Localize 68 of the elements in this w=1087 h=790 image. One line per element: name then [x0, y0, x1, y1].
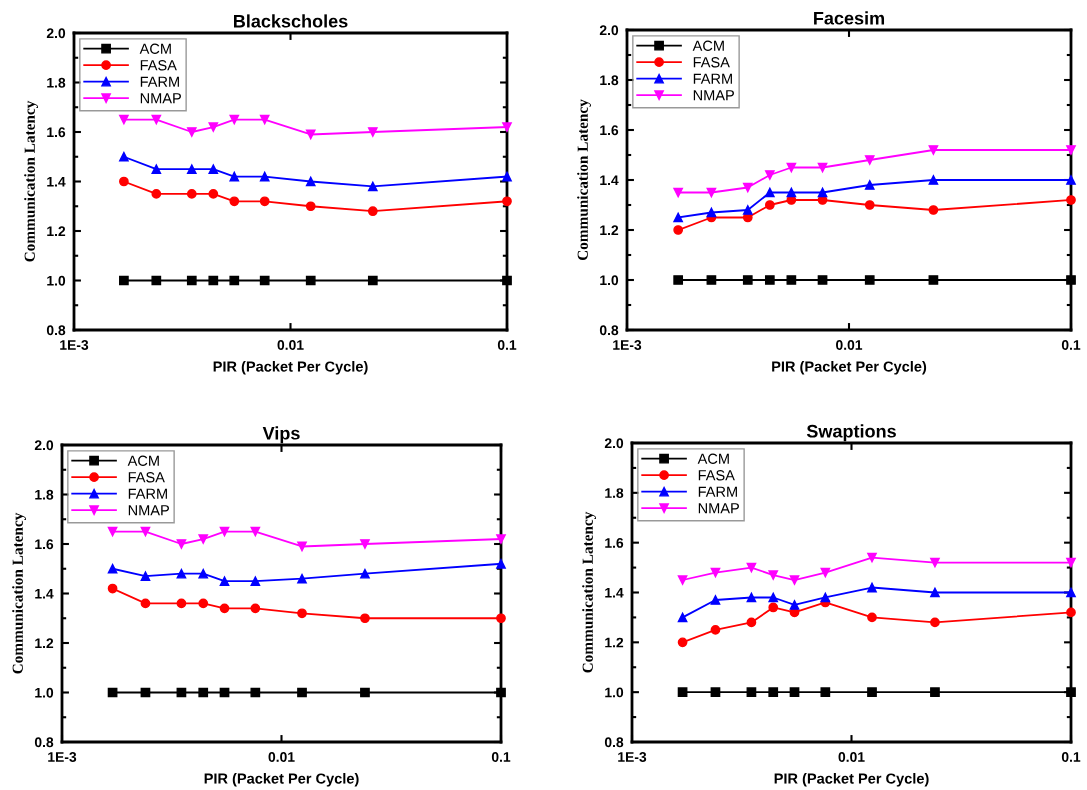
y-tick-label: 1.2 — [35, 638, 54, 649]
x-tick-label: 1E-3 — [60, 340, 89, 350]
legend-label: FASA — [140, 60, 177, 71]
y-tick-label: 1.2 — [605, 637, 624, 648]
legend-label: NMAP — [693, 90, 734, 101]
y-tick-label: 1.6 — [600, 125, 619, 136]
y-tick-label: 2.0 — [34, 440, 54, 451]
y-tick-label: 2.0 — [599, 25, 619, 36]
legend-label: NMAP — [698, 503, 739, 514]
x-tick-label: 1E-3 — [48, 752, 77, 762]
y-tick-label: 1.6 — [35, 539, 54, 550]
x-tick-label: 0.1 — [491, 752, 511, 762]
legend-label: FARM — [140, 76, 179, 87]
legend-label: ACM — [139, 43, 171, 54]
y-tick-label: 1.8 — [605, 488, 624, 498]
x-tick-label: 0.1 — [1061, 340, 1081, 350]
y-tick-label: 1.4 — [600, 175, 619, 186]
legend-label: FASA — [693, 57, 730, 68]
x-tick-label: 0.01 — [838, 752, 865, 762]
y-tick-label: 2.0 — [46, 28, 66, 39]
legend-label: ACM — [692, 40, 724, 51]
chart-title: Vips — [262, 426, 300, 444]
y-tick-label: 0.8 — [599, 325, 619, 336]
legend-label: ACM — [127, 455, 159, 466]
y-tick-label: 1.4 — [605, 587, 624, 598]
x-tick-label: 0.01 — [836, 340, 863, 350]
x-axis-title: PIR (Packet Per Cycle) — [774, 773, 929, 787]
y-tick-label: 1.2 — [47, 226, 66, 237]
x-tick-label: 0.01 — [277, 340, 304, 350]
y-tick-label: 1.8 — [600, 75, 619, 86]
y-tick-label: 1.0 — [600, 275, 619, 286]
legend-label: FASA — [698, 470, 735, 481]
y-tick-label: 1.2 — [600, 225, 619, 236]
y-tick-label: 1.6 — [605, 538, 624, 548]
x-tick-label: 0.1 — [497, 340, 517, 350]
y-axis-title: Communication Latency — [577, 99, 592, 261]
y-tick-label: 1.4 — [47, 176, 66, 187]
y-axis-title: Communication Latency — [582, 511, 597, 673]
legend-label: FASA — [128, 472, 165, 483]
y-tick-label: 1.6 — [47, 127, 66, 138]
legend-label: FARM — [693, 73, 732, 84]
y-tick-label: 0.8 — [46, 325, 66, 336]
x-axis-title: PIR (Packet Per Cycle) — [204, 773, 359, 787]
y-tick-label: 1.0 — [605, 687, 624, 698]
x-axis-title: PIR (Packet Per Cycle) — [772, 361, 927, 375]
x-tick-label: 0.01 — [268, 752, 295, 762]
y-tick-label: 0.8 — [34, 737, 54, 748]
chart-title: Blackscholes — [234, 14, 348, 28]
y-tick-label: 1.4 — [35, 588, 54, 599]
y-axis-title: Communication Latency — [12, 512, 27, 674]
y-tick-label: 1.8 — [47, 77, 66, 88]
legend-label: ACM — [697, 453, 729, 464]
legend-label: NMAP — [140, 93, 181, 104]
y-tick-label: 0.8 — [604, 737, 624, 748]
y-tick-label: 2.0 — [604, 438, 624, 449]
x-tick-label: 1E-3 — [618, 752, 647, 762]
x-tick-label: 0.1 — [1061, 752, 1081, 762]
legend-label: FARM — [128, 488, 167, 499]
y-tick-label: 1.8 — [35, 489, 54, 500]
legend-label: NMAP — [128, 505, 169, 516]
x-axis-title: PIR (Packet Per Cycle) — [213, 361, 368, 375]
y-axis-title: Communication Latency — [24, 100, 39, 262]
chart-title: Swaptions — [806, 424, 896, 442]
legend-label: FARM — [698, 486, 737, 497]
chart-title: Facesim — [814, 11, 885, 25]
x-tick-label: 1E-3 — [613, 340, 642, 350]
y-tick-label: 1.0 — [47, 275, 66, 286]
y-tick-label: 1.0 — [35, 687, 54, 698]
